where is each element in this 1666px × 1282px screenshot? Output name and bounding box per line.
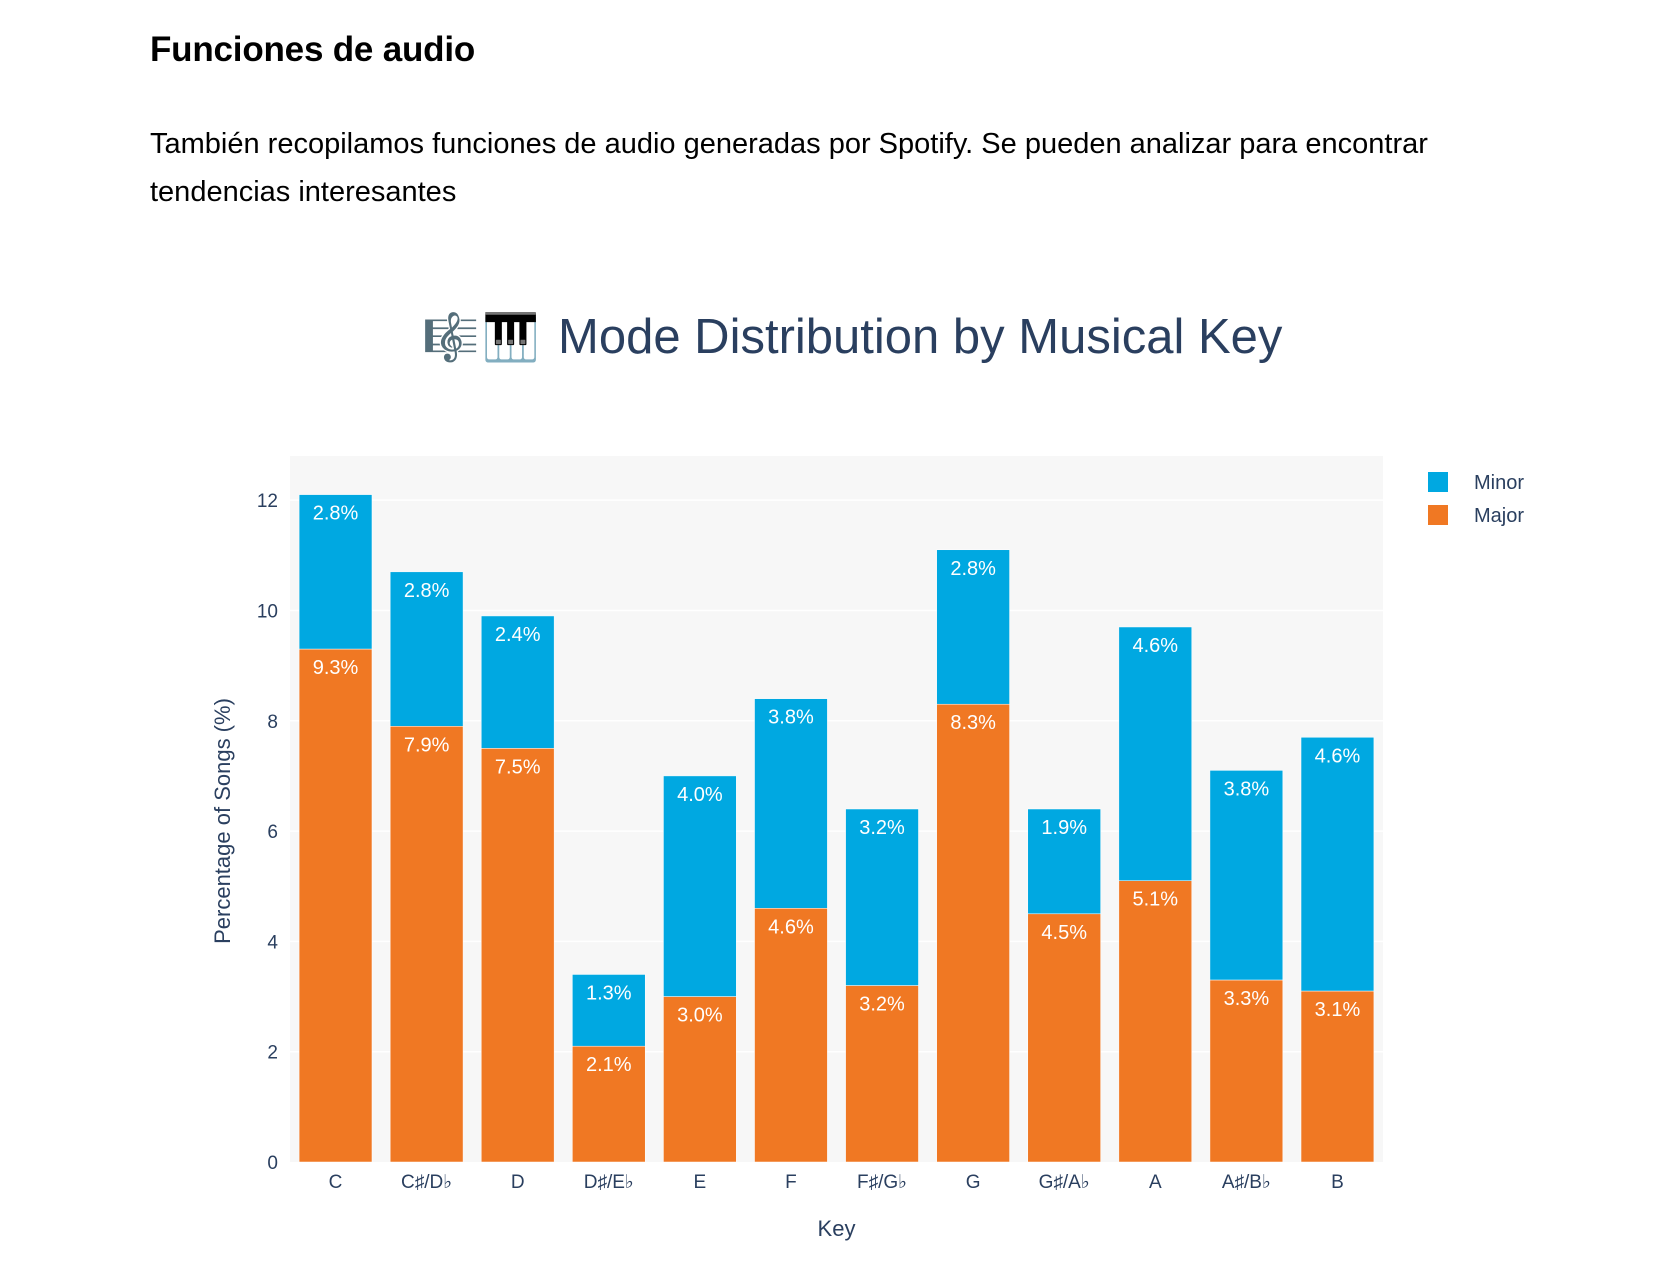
data-label-minor: 4.0% bbox=[677, 784, 723, 806]
data-label-minor: 3.2% bbox=[859, 817, 905, 839]
x-tick-label: D♯/E♭ bbox=[584, 1172, 634, 1193]
bar-minor bbox=[1118, 626, 1192, 881]
x-tick-label: F♯/G♭ bbox=[857, 1172, 907, 1193]
bar-minor bbox=[1209, 770, 1284, 981]
y-tick-label: 2 bbox=[267, 1043, 278, 1064]
bar-major bbox=[663, 996, 737, 1163]
data-label-minor: 2.8% bbox=[404, 580, 450, 602]
data-label-major: 7.9% bbox=[404, 734, 450, 756]
bar-major bbox=[1027, 913, 1101, 1163]
y-tick-label: 10 bbox=[257, 601, 278, 622]
legend-swatch-major bbox=[1428, 505, 1448, 525]
bar-major bbox=[754, 908, 828, 1163]
x-tick-label: A♯/B♭ bbox=[1222, 1172, 1271, 1193]
data-label-major: 4.5% bbox=[1041, 922, 1087, 944]
x-axis-title: Key bbox=[818, 1216, 856, 1241]
bar-major bbox=[298, 648, 373, 1163]
y-tick-label: 4 bbox=[267, 932, 278, 953]
data-label-minor: 2.8% bbox=[950, 558, 996, 580]
y-tick-label: 12 bbox=[257, 491, 278, 512]
x-tick-label: A bbox=[1149, 1172, 1162, 1193]
x-tick-label: F bbox=[785, 1172, 797, 1193]
data-label-major: 3.1% bbox=[1315, 999, 1361, 1021]
bar-minor bbox=[663, 775, 737, 997]
y-tick-label: 0 bbox=[267, 1153, 278, 1174]
bar-minor bbox=[389, 571, 464, 727]
bar-minor bbox=[572, 974, 646, 1047]
bar-major bbox=[481, 748, 555, 1163]
bar-major bbox=[1209, 979, 1284, 1163]
x-tick-label: E bbox=[694, 1172, 707, 1193]
data-label-major: 2.1% bbox=[586, 1054, 632, 1076]
x-tick-label: C bbox=[329, 1172, 343, 1193]
x-tick-label: G♯/A♭ bbox=[1039, 1172, 1090, 1193]
bar-major bbox=[572, 1045, 646, 1163]
data-label-minor: 4.6% bbox=[1315, 745, 1361, 767]
bar-minor bbox=[1300, 737, 1375, 992]
legend-label-major: Major bbox=[1474, 505, 1524, 527]
data-label-minor: 3.8% bbox=[1224, 778, 1270, 800]
musical-keyboard-icon: 🎹 bbox=[482, 311, 539, 364]
y-tick-label: 8 bbox=[267, 712, 278, 733]
bar-minor bbox=[845, 808, 919, 986]
data-label-major: 3.3% bbox=[1224, 988, 1270, 1010]
data-label-major: 8.3% bbox=[950, 712, 996, 734]
x-tick-label: C♯/D♭ bbox=[401, 1172, 452, 1193]
section-description: También recopilamos funciones de audio g… bbox=[150, 128, 1428, 208]
data-label-major: 3.2% bbox=[859, 994, 905, 1016]
data-label-minor: 2.4% bbox=[495, 624, 541, 646]
data-label-major: 4.6% bbox=[768, 916, 814, 938]
bar-minor bbox=[298, 494, 373, 650]
bar-major bbox=[1118, 880, 1192, 1163]
chart-title: Mode Distribution by Musical Key bbox=[558, 310, 1283, 364]
bar-minor bbox=[481, 615, 555, 749]
data-label-major: 5.1% bbox=[1132, 889, 1178, 911]
section-title: Funciones de audio bbox=[150, 30, 476, 69]
x-tick-label: B bbox=[1331, 1172, 1344, 1193]
bar-major bbox=[845, 985, 919, 1163]
x-tick-label: G bbox=[966, 1172, 981, 1193]
y-tick-label: 6 bbox=[267, 822, 278, 843]
musical-score-icon: 🎼 bbox=[422, 311, 479, 364]
data-label-minor: 1.9% bbox=[1041, 817, 1087, 839]
x-tick-label: D bbox=[511, 1172, 525, 1193]
data-label-minor: 4.6% bbox=[1132, 635, 1178, 657]
bar-major bbox=[389, 726, 464, 1163]
legend-label-minor: Minor bbox=[1474, 472, 1524, 494]
data-label-major: 9.3% bbox=[313, 657, 359, 679]
bar-minor bbox=[754, 698, 828, 909]
plot-background bbox=[290, 456, 1383, 1162]
legend-swatch-minor bbox=[1428, 472, 1448, 492]
bar-minor bbox=[936, 549, 1010, 705]
data-label-major: 3.0% bbox=[677, 1005, 723, 1027]
y-axis-title: Percentage of Songs (%) bbox=[210, 698, 235, 944]
bar-major bbox=[1300, 990, 1375, 1163]
data-label-minor: 2.8% bbox=[313, 503, 359, 525]
data-label-minor: 1.3% bbox=[586, 982, 632, 1004]
data-label-major: 7.5% bbox=[495, 756, 541, 778]
data-label-minor: 3.8% bbox=[768, 707, 814, 729]
bar-major bbox=[936, 703, 1010, 1163]
bar-minor bbox=[1027, 808, 1101, 915]
